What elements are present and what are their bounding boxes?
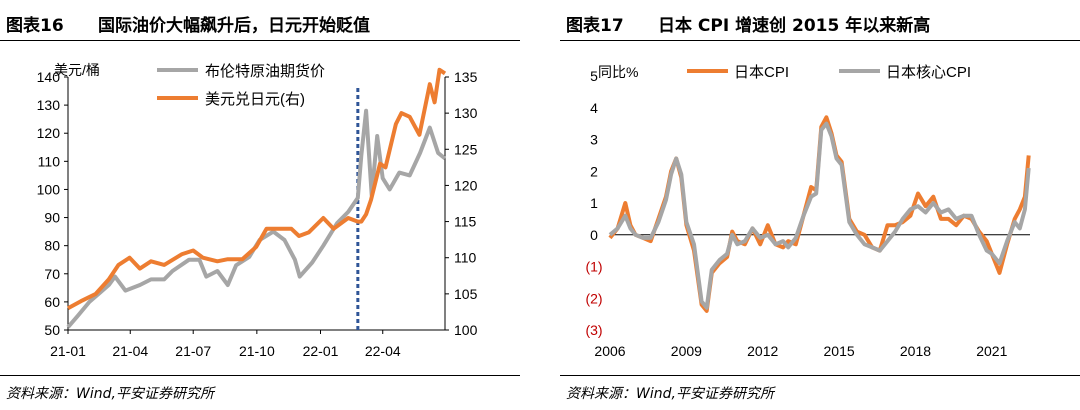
left-y-tick-label: 80: [44, 238, 60, 254]
right-y-tick-label: 130: [454, 105, 478, 121]
figure17-number: 图表17: [566, 16, 624, 36]
y-tick-label: (1): [585, 259, 602, 275]
y-tick-label: (2): [585, 290, 602, 306]
y-axis-label: 同比%: [598, 64, 638, 80]
legend-brent-label: 布伦特原油期货价: [205, 63, 325, 80]
usd-jpy-line: [67, 67, 447, 311]
x-tick-label: 21-01: [50, 343, 86, 359]
y-tick-label: (3): [585, 322, 602, 338]
x-tick-label: 21-04: [112, 343, 148, 359]
figure16-number: 图表16: [6, 16, 64, 36]
left-y-tick-label: 50: [44, 322, 60, 338]
left-y-tick-label: 140: [37, 69, 61, 85]
x-tick-label: 2009: [671, 343, 702, 359]
figure17-top-rule: [560, 40, 1080, 41]
figure16-source: 资料来源：Wind,平安证券研究所: [6, 386, 214, 402]
figure16-title: 国际油价大幅飙升后，日元开始贬值: [98, 16, 370, 36]
legend-core-cpi-label: 日本核心CPI: [886, 64, 971, 81]
figure17-title: 日本 CPI 增速创 2015 年以来新高: [658, 16, 931, 36]
y-tick-label: 2: [590, 163, 598, 179]
figure17-header: 图表17 日本 CPI 增速创 2015 年以来新高: [560, 4, 1080, 38]
right-y-tick-label: 110: [454, 250, 477, 266]
y-tick-label: 1: [590, 195, 598, 211]
y-tick-label: 4: [590, 100, 598, 116]
figure16-chart: 50 60 70 80 90 100 110 120 130 140 100 105 110 115 120…: [37, 62, 478, 359]
figure16-header: 图表16 国际油价大幅飙升后，日元开始贬值: [0, 4, 520, 38]
x-tick-label: 2018: [900, 343, 931, 359]
figure17-panel: 图表17 日本 CPI 增速创 2015 年以来新高 (3) (2) (1) 0 1 2 3…: [560, 0, 1080, 410]
right-y-tick-label: 100: [454, 322, 478, 338]
right-y-tick-label: 105: [454, 286, 478, 302]
figure16-bottom-rule: [0, 375, 520, 376]
figure17-chart: (3) (2) (1) 0 1 2 3 4 5 2006 2009 2012 2015 2018 2021 同…: [585, 64, 1031, 359]
legend-cpi-label: 日本CPI: [734, 64, 789, 81]
x-tick-label: 22-04: [365, 343, 401, 359]
left-y-tick-label: 90: [44, 210, 60, 226]
left-y-axis-label: 美元/桶: [54, 62, 100, 78]
x-tick-label: 2021: [976, 343, 1007, 359]
y-tick-label: 0: [590, 227, 598, 243]
left-y-tick-label: 130: [37, 97, 61, 113]
figure16-panel: 图表16 国际油价大幅飙升后，日元开始贬值 50 60 70 80 90 100 110 12…: [0, 0, 520, 410]
right-y-tick-label: 125: [454, 141, 478, 157]
japan-core-cpi-line: [608, 121, 1031, 310]
legend-usdjpy-label: 美元兑日元(右): [205, 91, 305, 108]
right-y-tick-label: 115: [454, 214, 477, 230]
left-y-tick-label: 60: [44, 294, 60, 310]
x-tick-label: 2012: [747, 343, 778, 359]
x-tick-label: 21-07: [175, 343, 211, 359]
y-tick-label: 3: [590, 132, 598, 148]
brent-oil-price-line: [66, 108, 447, 329]
right-y-tick-label: 120: [454, 177, 478, 193]
x-tick-label: 22-01: [303, 343, 339, 359]
figure17-bottom-rule: [560, 375, 1080, 376]
x-tick-label: 21-10: [239, 343, 275, 359]
x-tick-label: 2006: [594, 343, 625, 359]
figure16-top-rule: [0, 40, 520, 41]
right-y-tick-label: 135: [454, 69, 478, 85]
left-y-tick-label: 100: [37, 181, 61, 197]
left-y-tick-label: 120: [37, 125, 61, 141]
figure17-source: 资料来源：Wind,平安证券研究所: [566, 386, 774, 402]
left-y-tick-label: 110: [38, 153, 61, 169]
x-tick-label: 2015: [824, 343, 855, 359]
y-tick-label: 5: [590, 68, 598, 84]
left-y-tick-label: 70: [44, 266, 60, 282]
